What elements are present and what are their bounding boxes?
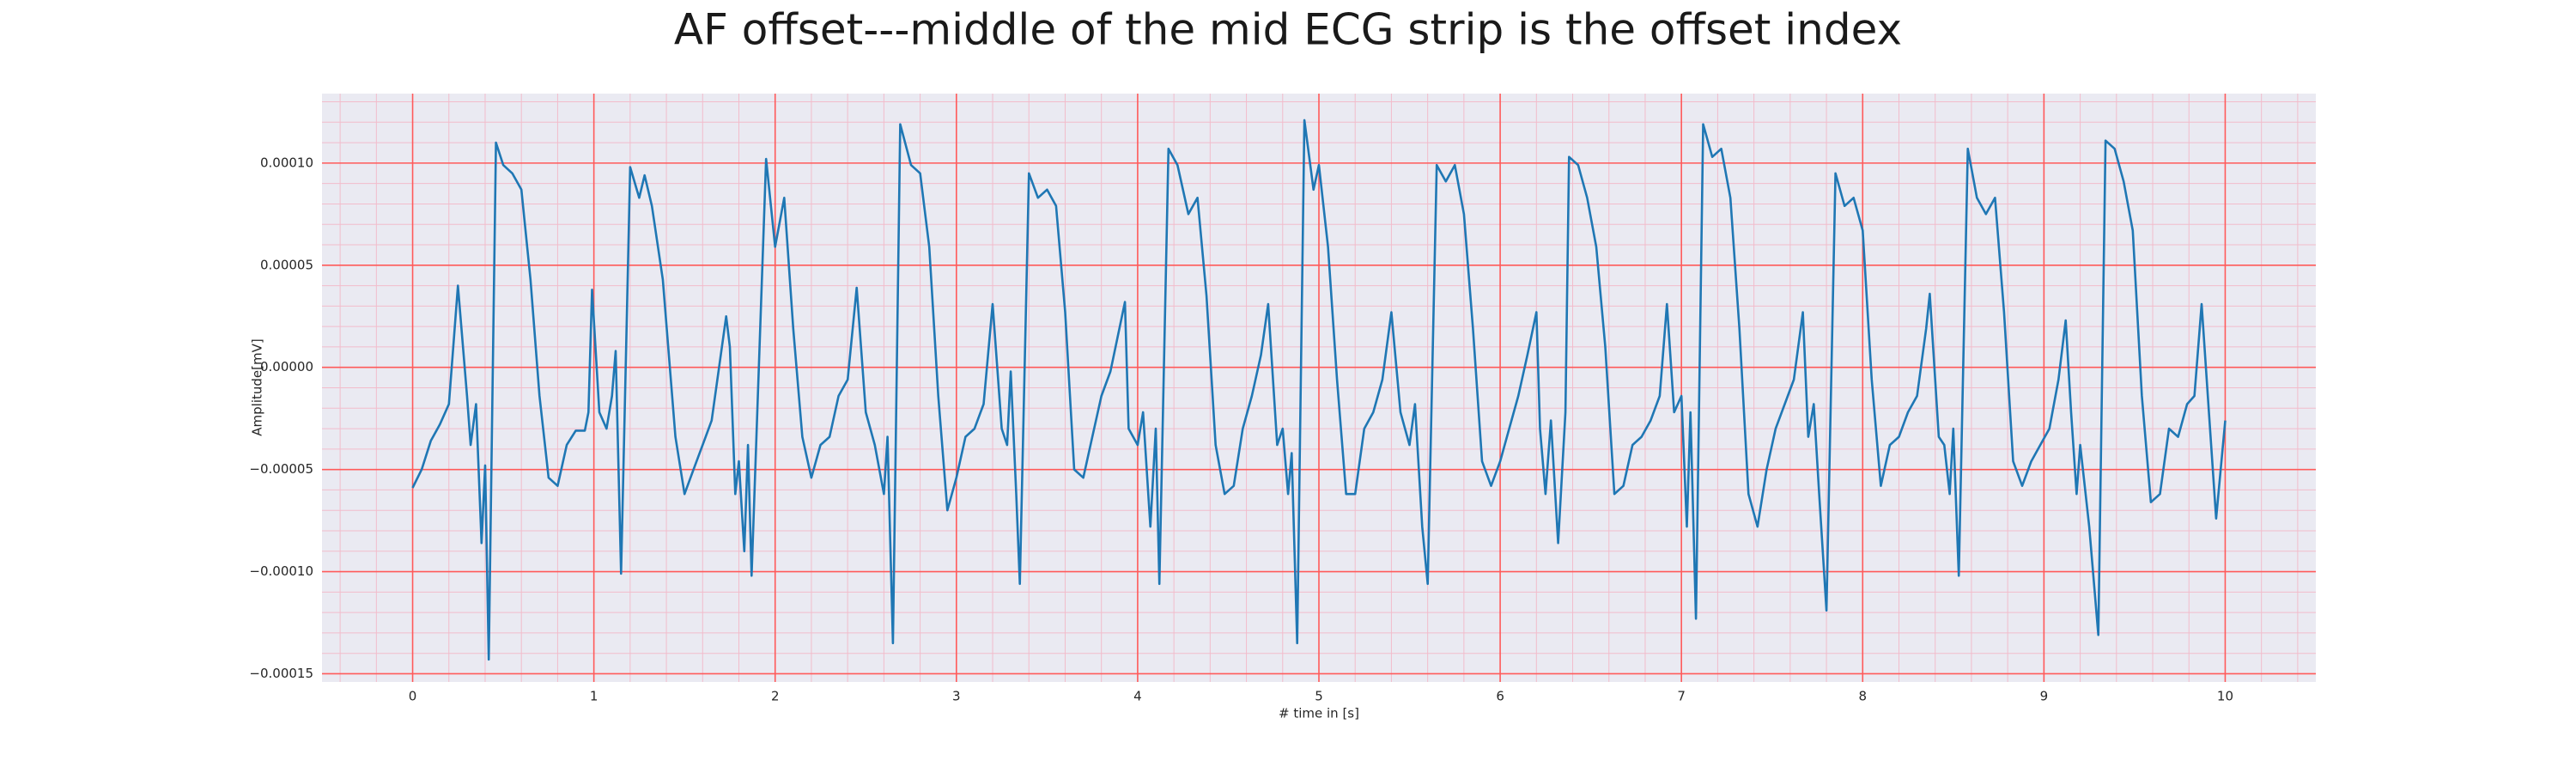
- x-tick-label: 6: [1496, 689, 1504, 704]
- x-tick-label: 7: [1677, 689, 1686, 704]
- y-tick-label: −0.00015: [249, 666, 313, 681]
- x-axis-label: # time in [s]: [1279, 706, 1359, 721]
- x-tick-label: 9: [2040, 689, 2049, 704]
- x-tick-label: 8: [1858, 689, 1867, 704]
- x-tick-label: 5: [1315, 689, 1323, 704]
- y-tick-label: −0.00010: [249, 563, 313, 579]
- x-tick-label: 1: [590, 689, 598, 704]
- marks: [411, 119, 2227, 661]
- x-tick-label: 10: [2217, 689, 2233, 704]
- x-tick-label: 0: [409, 689, 417, 704]
- y-axis-label: Amplitude[mV]: [250, 338, 265, 435]
- x-tick-label: 3: [952, 689, 961, 704]
- chart-title: AF offset---middle of the mid ECG strip …: [674, 5, 1902, 55]
- grid: [322, 94, 2316, 682]
- x-tick-label: 2: [771, 689, 780, 704]
- y-tick-label: 0.00005: [260, 257, 313, 272]
- y-tick-label: 0.00000: [260, 359, 313, 374]
- y-tick-label: 0.00010: [260, 155, 313, 170]
- x-tick-label: 4: [1133, 689, 1142, 704]
- ecg-line: [411, 119, 2227, 661]
- y-tick-label: −0.00005: [249, 461, 313, 477]
